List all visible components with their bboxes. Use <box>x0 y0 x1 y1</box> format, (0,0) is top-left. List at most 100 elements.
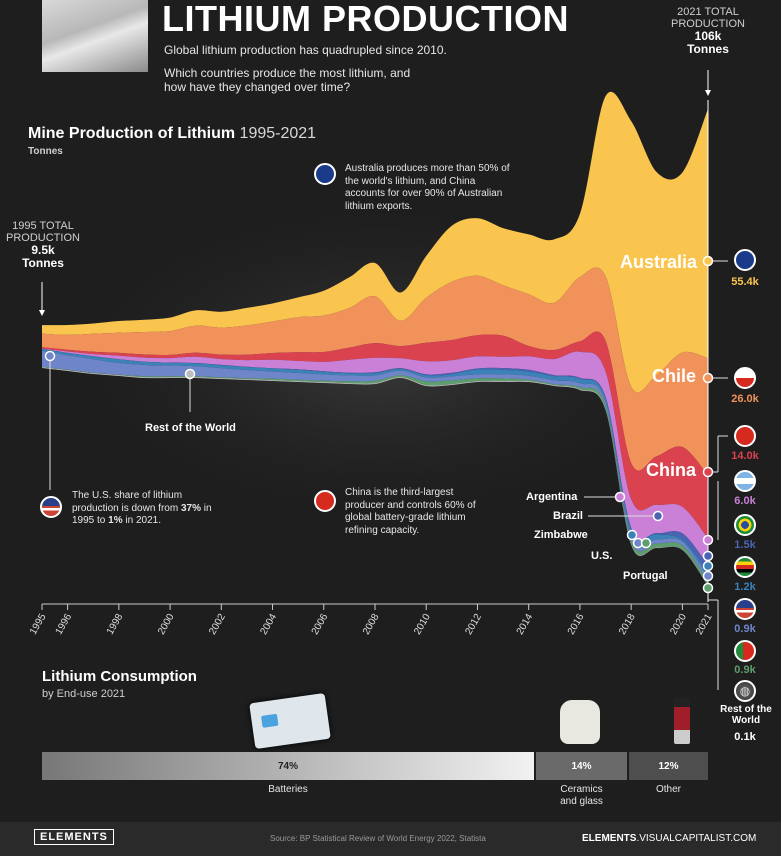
china-flag-icon-right <box>734 425 756 447</box>
tick-label-2012: 2012 <box>463 612 484 637</box>
us-note-share-2021: 1% <box>108 515 123 526</box>
us-note: The U.S. share of lithium production is … <box>72 490 222 528</box>
us-note-text-1: The U.S. share of lithium production is … <box>72 490 183 514</box>
us-note-text-2: in 1995 to <box>72 502 212 527</box>
area-chile <box>42 267 708 476</box>
label-rest-of-world-right: Rest of the World <box>720 704 772 726</box>
region-label-china: China <box>646 460 697 480</box>
dot-argentina-2021 <box>702 534 714 546</box>
label-rest-of-world: Rest of the World <box>145 422 236 434</box>
us-flag-icon <box>40 496 62 518</box>
page-title: LITHIUM PRODUCTION <box>162 0 569 39</box>
segment-batteries: 74% <box>42 752 534 780</box>
australia-note: Australia produces more than 50% of the … <box>345 163 510 212</box>
tick-label-2002: 2002 <box>207 612 228 637</box>
source-text: Source: BP Statistical Review of World E… <box>270 834 486 843</box>
ceramic-vase-image <box>560 700 600 744</box>
dot-zimbabwe-2021 <box>702 560 714 572</box>
tick-label-2018: 2018 <box>617 612 638 637</box>
brazil-flag-icon <box>734 514 756 536</box>
australia-flag-icon-right <box>734 249 756 271</box>
us-note-text-3: in 2021. <box>122 515 161 526</box>
chart-title: Mine Production of Lithium 1995-2021 <box>28 125 316 143</box>
tick-label-1998: 1998 <box>105 612 126 637</box>
chart-title-main: Mine Production of Lithium <box>28 125 236 142</box>
argentina-flag-icon <box>734 470 756 492</box>
value-chile: 26.0k <box>731 393 759 405</box>
tick-label-2000: 2000 <box>156 612 177 637</box>
total-1995-unit: Tonnes <box>22 256 64 270</box>
value-us: 0.9k <box>734 623 756 635</box>
elements-logo: ELEMENTS <box>34 829 114 845</box>
tick-label-2021: 2021 <box>694 612 715 637</box>
total-2021-value: 106k <box>694 29 722 43</box>
label-argentina: Argentina <box>526 491 578 503</box>
tick-label-1995: 1995 <box>28 612 49 637</box>
segment-other: 12% <box>629 752 708 780</box>
segment-label-ceramics: Ceramics and glass <box>560 784 603 807</box>
total-2021-unit: Tonnes <box>687 42 729 56</box>
china-flag-icon <box>314 490 336 512</box>
consumption-subtitle: by End-use 2021 <box>42 688 126 700</box>
dot-us-2021 <box>702 570 714 582</box>
region-label-chile: Chile <box>652 366 697 386</box>
value-argentina: 6.0k <box>734 495 756 507</box>
value-rest-of-world: 0.1k <box>734 731 756 743</box>
dot-us-1995 <box>44 350 56 362</box>
tick-label-2010: 2010 <box>412 612 433 637</box>
dot-portugal <box>640 537 652 549</box>
label-zimbabwe: Zimbabwe <box>534 529 588 541</box>
label-us: U.S. <box>591 550 613 562</box>
dot-china-2021 <box>702 466 714 478</box>
tick-label-2008: 2008 <box>361 612 382 637</box>
total-1995-value: 9.5k <box>31 243 55 257</box>
spray-can-image <box>674 698 690 744</box>
value-zimbabwe: 1.2k <box>734 581 756 593</box>
area-australia <box>42 91 708 393</box>
area-u-s <box>42 350 708 582</box>
site-url[interactable]: ELEMENTS.VISUALCAPITALIST.COM <box>582 833 756 844</box>
chart-title-range: 1995-2021 <box>239 125 317 142</box>
chart-unit: Tonnes <box>28 146 63 157</box>
salt-flat-photo <box>42 0 148 72</box>
chile-flag-icon <box>734 367 756 389</box>
zimbabwe-flag-icon <box>734 556 756 578</box>
dot-australia-2021 <box>702 255 714 267</box>
tick-label-1996: 1996 <box>54 612 75 637</box>
us-note-share-1995: 37% <box>180 502 201 514</box>
site-url-bold: ELEMENTS <box>582 833 637 844</box>
subtitle-1: Global lithium production has quadrupled… <box>164 43 447 57</box>
subtitle-2: Which countries produce the most lithium… <box>164 66 411 94</box>
portugal-flag-icon <box>734 640 756 662</box>
dot-brazil <box>652 510 664 522</box>
us-flag-icon-right <box>734 598 756 620</box>
region-label-australia: Australia <box>620 252 698 272</box>
dot-chile-2021 <box>702 372 714 384</box>
footer <box>0 822 781 856</box>
label-portugal: Portugal <box>623 570 668 582</box>
dot-rest-of-world <box>184 368 196 380</box>
tick-label-2004: 2004 <box>258 612 279 637</box>
value-portugal: 0.9k <box>734 664 756 676</box>
segment-label-batteries: Batteries <box>268 784 308 795</box>
tick-label-2020: 2020 <box>668 612 689 637</box>
total-2021-label: 2021 TOTAL PRODUCTION <box>671 6 745 30</box>
total-1995: 1995 TOTAL PRODUCTION 9.5k Tonnes <box>2 220 84 270</box>
battery-logo-icon <box>261 713 279 728</box>
arrow-2021 <box>705 90 711 96</box>
segment-ceramics: 14% <box>536 752 627 780</box>
consumption-title: Lithium Consumption <box>42 668 197 685</box>
dot-brazil-2021 <box>702 550 714 562</box>
tick-label-2016: 2016 <box>566 612 587 637</box>
value-australia: 55.4k <box>731 276 759 288</box>
australia-flag-icon <box>314 163 336 185</box>
total-2021: 2021 TOTAL PRODUCTION 106k Tonnes <box>652 6 764 56</box>
dot-portugal-2021 <box>702 582 714 594</box>
dot-argentina <box>614 491 626 503</box>
segment-label-other: Other <box>655 784 681 795</box>
china-note: China is the third-largest producer and … <box>345 487 476 536</box>
value-china: 14.0k <box>731 450 759 462</box>
dot-zimbabwe <box>626 529 638 541</box>
tick-label-2014: 2014 <box>515 612 536 637</box>
